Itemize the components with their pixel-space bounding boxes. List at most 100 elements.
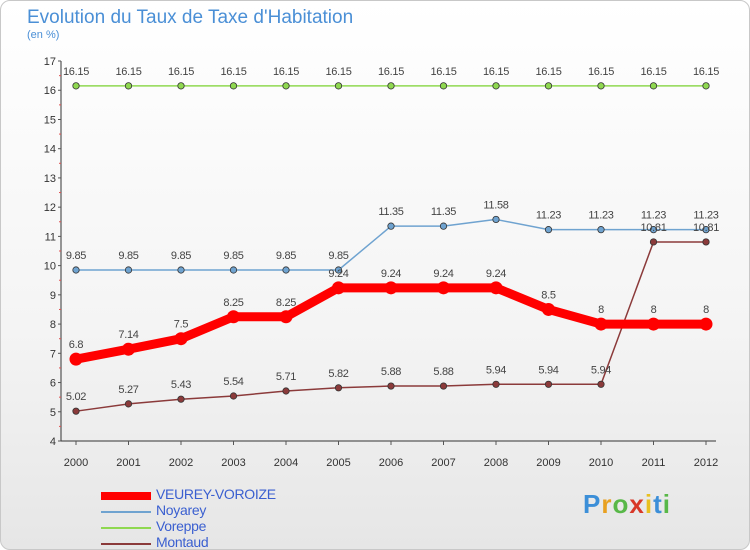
point-montaud-2010 bbox=[597, 380, 605, 388]
point-veurey-voroize-2012 bbox=[699, 317, 713, 331]
y-tick-label-5: 5 bbox=[50, 407, 56, 419]
data-label-voreppe-2011: 16.15 bbox=[640, 66, 666, 78]
data-label-veurey-voroize-2006: 9.24 bbox=[381, 268, 401, 280]
point-voreppe-2007 bbox=[439, 82, 448, 90]
data-label-veurey-voroize-2005: 9.24 bbox=[328, 268, 348, 280]
point-veurey-voroize-2002 bbox=[174, 332, 188, 346]
data-label-noyarey-2000: 9.85 bbox=[66, 250, 86, 262]
point-noyarey-2003 bbox=[229, 266, 238, 274]
point-noyarey-2007 bbox=[439, 222, 448, 230]
point-veurey-voroize-2004 bbox=[279, 310, 293, 324]
point-voreppe-2004 bbox=[282, 82, 290, 90]
data-label-veurey-voroize-2010: 8 bbox=[598, 304, 604, 316]
point-veurey-voroize-2010 bbox=[594, 317, 608, 331]
x-tick-label-2008: 2008 bbox=[484, 457, 508, 469]
point-veurey-voroize-2000 bbox=[69, 352, 83, 366]
data-label-veurey-voroize-2007: 9.24 bbox=[433, 268, 453, 280]
data-label-veurey-voroize-2002: 7.5 bbox=[174, 319, 189, 331]
data-label-voreppe-2005: 16.15 bbox=[325, 66, 351, 78]
point-voreppe-2006 bbox=[387, 82, 395, 90]
point-noyarey-2001 bbox=[124, 266, 133, 274]
y-tick-label-17: 17 bbox=[44, 56, 56, 68]
x-tick-label-2012: 2012 bbox=[694, 457, 718, 469]
point-voreppe-2005 bbox=[334, 82, 343, 90]
y-tick-label-14: 14 bbox=[44, 144, 56, 156]
x-tick-label-2002: 2002 bbox=[169, 457, 193, 469]
legend-swatch-voreppe bbox=[101, 527, 151, 529]
point-montaud-2000 bbox=[72, 407, 80, 415]
data-label-noyarey-2010: 11.23 bbox=[588, 210, 613, 222]
data-label-veurey-voroize-2004: 8.25 bbox=[276, 297, 296, 309]
x-tick-label-2001: 2001 bbox=[116, 457, 140, 469]
data-label-montaud-2012: 10.81 bbox=[693, 222, 719, 234]
legend-label-voreppe: Voreppe bbox=[156, 518, 207, 534]
chart-unit: (en %) bbox=[27, 29, 60, 41]
point-montaud-2005 bbox=[334, 384, 343, 392]
data-label-montaud-2005: 5.82 bbox=[328, 368, 348, 380]
data-label-montaud-2008: 5.94 bbox=[486, 364, 506, 376]
series-line-veurey-voroize bbox=[71, 283, 711, 364]
y-tick-label-8: 8 bbox=[50, 319, 56, 331]
y-tick-label-16: 16 bbox=[44, 85, 56, 97]
data-label-montaud-2002: 5.43 bbox=[171, 379, 191, 391]
data-label-montaud-2007: 5.88 bbox=[433, 366, 453, 378]
data-label-veurey-voroize-2012: 8 bbox=[703, 304, 709, 316]
point-noyarey-2011 bbox=[649, 226, 658, 234]
data-label-veurey-voroize-2001: 7.14 bbox=[118, 329, 138, 341]
data-label-noyarey-2008: 11.58 bbox=[483, 199, 508, 211]
data-label-veurey-voroize-2011: 8 bbox=[651, 304, 657, 316]
data-label-montaud-2009: 5.94 bbox=[538, 364, 558, 376]
data-label-montaud-2010: 5.94 bbox=[591, 364, 611, 376]
point-montaud-2011 bbox=[649, 238, 658, 246]
y-tick-label-9: 9 bbox=[50, 290, 56, 302]
data-label-noyarey-2005: 9.85 bbox=[328, 250, 348, 262]
y-tick-label-10: 10 bbox=[44, 261, 56, 273]
point-voreppe-2012 bbox=[702, 82, 710, 90]
data-label-voreppe-2000: 16.15 bbox=[63, 66, 89, 78]
data-label-montaud-2011: 10.81 bbox=[640, 222, 666, 234]
y-tick-label-15: 15 bbox=[44, 114, 56, 126]
data-label-voreppe-2009: 16.15 bbox=[535, 66, 561, 78]
point-voreppe-2000 bbox=[72, 82, 80, 90]
y-tick-label-4: 4 bbox=[50, 436, 56, 448]
point-noyarey-2012 bbox=[702, 226, 710, 234]
point-montaud-2006 bbox=[387, 382, 395, 390]
point-veurey-voroize-2007 bbox=[437, 281, 450, 295]
data-label-veurey-voroize-2000: 6.8 bbox=[69, 339, 84, 351]
point-veurey-voroize-2005 bbox=[332, 281, 345, 295]
point-noyarey-2005 bbox=[334, 266, 343, 274]
point-noyarey-2008 bbox=[492, 215, 500, 224]
chart-title: Evolution du Taux de Taxe d'Habitation bbox=[27, 7, 354, 28]
data-label-noyarey-2004: 9.85 bbox=[276, 250, 296, 262]
y-tick-label-7: 7 bbox=[50, 348, 56, 360]
point-noyarey-2004 bbox=[282, 266, 290, 274]
point-veurey-voroize-2003 bbox=[227, 310, 240, 324]
point-noyarey-2009 bbox=[544, 226, 553, 234]
point-veurey-voroize-2009 bbox=[542, 302, 555, 316]
x-tick-label-2009: 2009 bbox=[536, 457, 560, 469]
point-voreppe-2008 bbox=[492, 82, 500, 90]
x-tick-label-2011: 2011 bbox=[642, 457, 666, 469]
legend-label-noyarey: Noyarey bbox=[156, 502, 207, 518]
data-label-voreppe-2008: 16.15 bbox=[483, 66, 509, 78]
data-label-noyarey-2007: 11.35 bbox=[431, 206, 456, 218]
data-label-voreppe-2002: 16.15 bbox=[168, 66, 194, 78]
point-voreppe-2009 bbox=[544, 82, 553, 90]
point-noyarey-2000 bbox=[72, 266, 80, 274]
y-tick-label-6: 6 bbox=[50, 378, 56, 390]
data-label-montaud-2000: 5.02 bbox=[66, 391, 86, 403]
point-veurey-voroize-2008 bbox=[489, 281, 503, 295]
data-label-voreppe-2012: 16.15 bbox=[693, 66, 719, 78]
data-label-voreppe-2007: 16.15 bbox=[430, 66, 456, 78]
y-tick-label-11: 11 bbox=[45, 231, 56, 243]
legend-label-montaud: Montaud bbox=[156, 534, 209, 550]
x-tick-label-2010: 2010 bbox=[589, 457, 613, 469]
point-montaud-2002 bbox=[177, 395, 185, 403]
point-montaud-2009 bbox=[544, 380, 553, 388]
point-montaud-2003 bbox=[229, 392, 238, 400]
point-montaud-2004 bbox=[282, 387, 290, 395]
data-label-montaud-2004: 5.71 bbox=[276, 371, 296, 383]
point-voreppe-2011 bbox=[649, 82, 658, 90]
point-noyarey-2006 bbox=[387, 222, 395, 230]
